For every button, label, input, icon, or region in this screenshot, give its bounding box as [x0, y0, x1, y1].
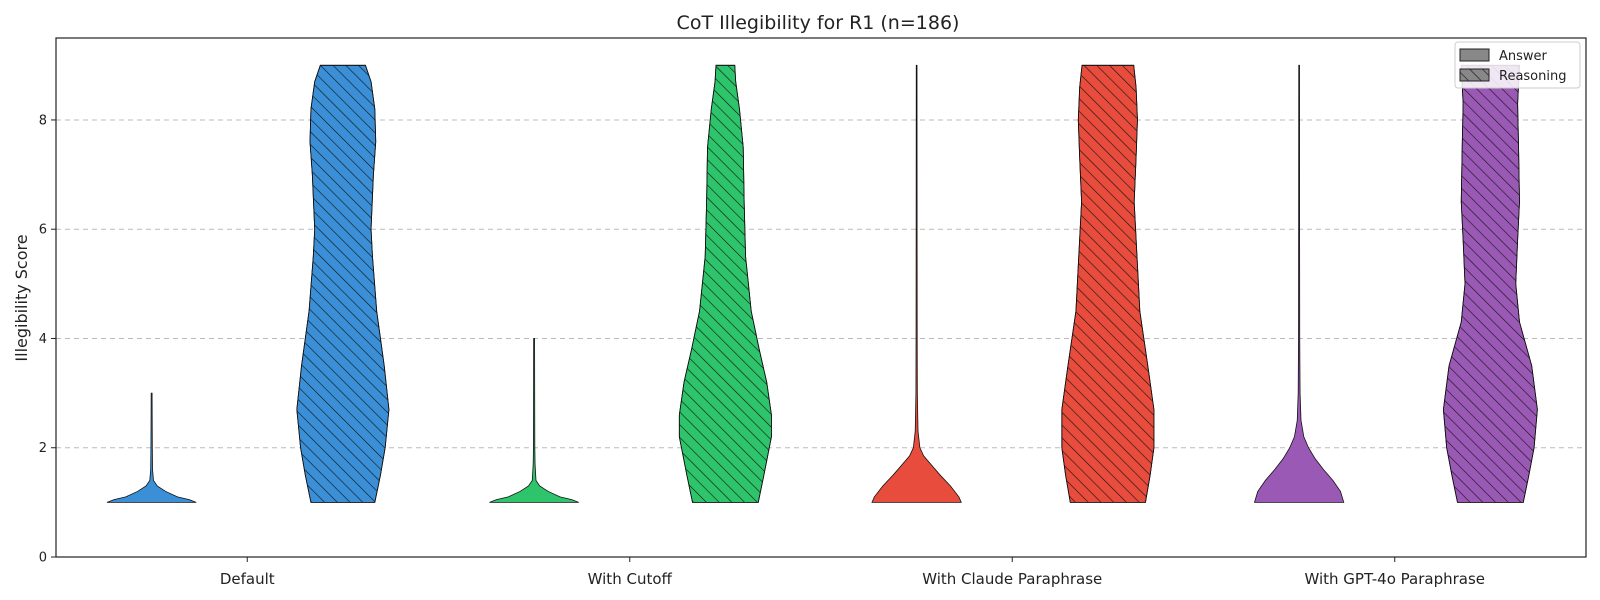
chart-title: CoT Illegibility for R1 (n=186)	[677, 12, 960, 34]
x-tick-label: With GPT-4o Paraphrase	[1304, 570, 1485, 588]
legend-label-answer: Answer	[1499, 49, 1548, 64]
violin-answer-2	[489, 338, 579, 503]
violin-reasoning-2-hatch	[678, 64, 772, 503]
y-tick-label: 8	[39, 113, 47, 128]
y-tick-label: 4	[39, 332, 47, 347]
axis-layer: 0 2 4 6 8 Default With Cutoff With Claude Parap…	[39, 37, 1587, 588]
x-tick-label: With Cutoff	[588, 570, 673, 588]
y-tick-label: 0	[39, 551, 47, 566]
x-tick-label: With Claude Paraphrase	[922, 570, 1102, 588]
y-axis-title: Illegibility Score	[12, 234, 31, 361]
legend-swatch-reasoning-hatch	[1459, 68, 1490, 82]
violin-answer-3	[871, 64, 962, 503]
violin-reasoning-4-hatch	[1442, 64, 1538, 503]
y-tick-label: 6	[39, 223, 47, 238]
legend: Answer Reasoning	[1454, 41, 1581, 89]
x-tick-label: Default	[220, 570, 275, 588]
grid-layer	[56, 119, 1586, 449]
violin-reasoning-3-hatch	[1061, 64, 1155, 503]
violin-answer-1	[106, 392, 197, 503]
legend-label-reasoning: Reasoning	[1499, 69, 1566, 84]
y-tick-label: 2	[39, 441, 47, 456]
plot-frame	[55, 37, 1587, 558]
legend-swatch-answer	[1459, 48, 1490, 62]
violin-reasoning-1-hatch	[296, 64, 390, 503]
violin-answer-4	[1253, 64, 1345, 503]
violin-layer	[106, 64, 1538, 503]
